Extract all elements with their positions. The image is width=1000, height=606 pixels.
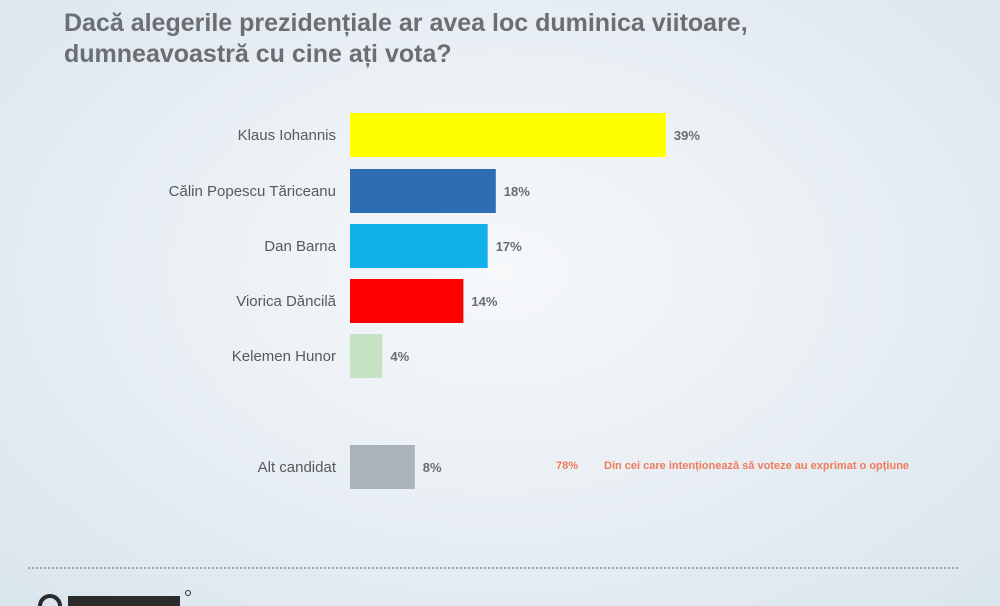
value-label: 14%: [471, 294, 497, 309]
bar-1: [350, 169, 496, 213]
title-line-2: dumneavoastră cu cine ați vota?: [64, 40, 452, 68]
category-label: Alt candidat: [258, 459, 337, 476]
bar-0: [350, 113, 666, 157]
value-label: 17%: [496, 239, 522, 254]
category-label: Viorica Dăncilă: [236, 293, 336, 310]
note-percentage: 78%: [556, 460, 579, 472]
bar-4: [350, 334, 383, 378]
bar-3: [350, 279, 464, 323]
category-label: Călin Popescu Tăriceanu: [169, 183, 336, 200]
value-label: 4%: [390, 349, 409, 364]
brand-logo: [38, 590, 191, 606]
value-label: 18%: [504, 184, 530, 199]
value-label: 39%: [674, 128, 700, 143]
bar-2: [350, 224, 488, 268]
title-line-1: Dacă alegerile prezidențiale ar avea loc…: [64, 9, 748, 37]
chart-title: Dacă alegerile prezidențiale ar avea loc…: [64, 8, 964, 70]
category-label: Klaus Iohannis: [238, 127, 336, 144]
category-label: Kelemen Hunor: [232, 348, 336, 365]
category-label: Dan Barna: [264, 238, 336, 255]
note-text: Din cei care intenționează să voteze au …: [604, 460, 910, 472]
value-label: 8%: [423, 460, 442, 475]
bar-5: [350, 445, 415, 489]
footer-divider: [28, 567, 958, 569]
